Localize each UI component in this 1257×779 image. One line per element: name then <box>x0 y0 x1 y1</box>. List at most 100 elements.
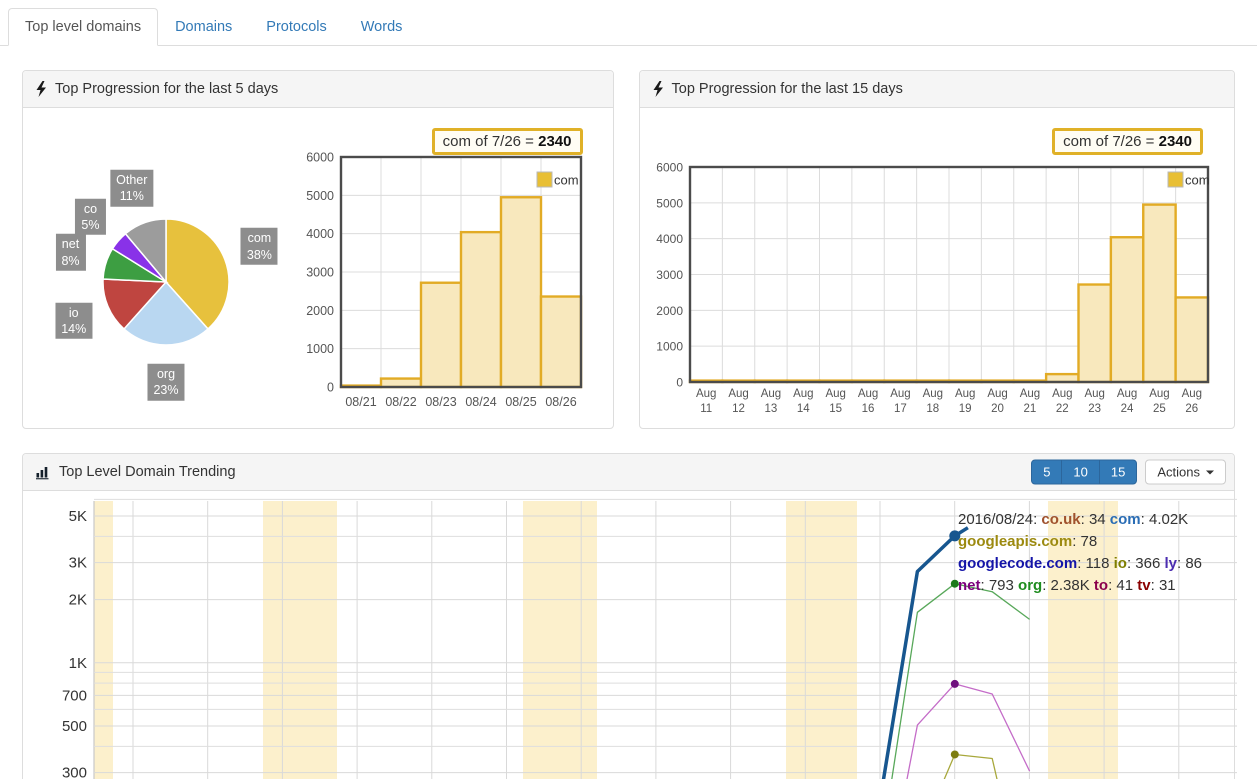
pie-svg <box>102 218 230 346</box>
svg-text:08/25: 08/25 <box>505 395 536 409</box>
svg-text:500: 500 <box>62 718 87 735</box>
svg-text:Aug: Aug <box>890 388 910 400</box>
svg-text:Aug: Aug <box>1052 388 1072 400</box>
svg-text:3000: 3000 <box>656 268 683 282</box>
chart-tooltip-15d: com of 7/26 = 2340 <box>1052 128 1203 155</box>
pie-label-co: co 5% <box>75 198 106 235</box>
tab-bar: Top level domains Domains Protocols Word… <box>0 0 1257 46</box>
trending-title: Top Level Domain Trending <box>59 464 236 480</box>
svg-text:15: 15 <box>829 403 842 415</box>
top-panels-row: Top Progression for the last 5 days com 3… <box>22 70 1235 429</box>
svg-text:Aug: Aug <box>1116 388 1136 400</box>
svg-text:Aug: Aug <box>1149 388 1169 400</box>
pie-label-com: com 38% <box>240 228 278 265</box>
svg-text:com: com <box>1185 173 1210 188</box>
range-button-group: 5 10 15 <box>1031 459 1138 485</box>
svg-text:Aug: Aug <box>760 388 780 400</box>
svg-text:Aug: Aug <box>793 388 813 400</box>
svg-text:19: 19 <box>958 403 971 415</box>
svg-text:08/23: 08/23 <box>425 395 456 409</box>
svg-text:3000: 3000 <box>306 266 334 280</box>
svg-text:2000: 2000 <box>306 304 334 318</box>
range-button-10[interactable]: 10 <box>1061 459 1100 485</box>
panel-progression-15d: Top Progression for the last 15 days 0 10… <box>638 70 1235 429</box>
pie-label-net: net 8% <box>55 234 86 271</box>
svg-text:Aug: Aug <box>954 388 974 400</box>
svg-text:Aug: Aug <box>1084 388 1104 400</box>
tab-words[interactable]: Words <box>360 19 403 35</box>
svg-text:Aug: Aug <box>922 388 942 400</box>
svg-text:Aug: Aug <box>695 388 715 400</box>
svg-text:16: 16 <box>861 403 874 415</box>
panel-15d-header: Top Progression for the last 15 days <box>639 71 1234 108</box>
trending-hover-line: net: 793 org: 2.38K to: 41 tv: 31 <box>958 577 1176 594</box>
svg-text:14: 14 <box>796 403 809 415</box>
actions-dropdown-button[interactable]: Actions <box>1145 459 1226 485</box>
svg-text:23: 23 <box>1088 403 1101 415</box>
trending-hover-line: 2016/08/24: co.uk: 34 com: 4.02K <box>958 511 1188 528</box>
svg-text:13: 13 <box>764 403 777 415</box>
svg-text:700: 700 <box>62 687 87 704</box>
pie-label-Other: Other 11% <box>110 169 154 207</box>
tooltip-15d-label: com of 7/26 = <box>1063 133 1159 150</box>
bolt-icon <box>653 81 663 97</box>
svg-text:08/24: 08/24 <box>465 395 496 409</box>
svg-text:20: 20 <box>991 403 1004 415</box>
svg-text:5000: 5000 <box>656 196 683 210</box>
caret-down-icon <box>1206 470 1214 474</box>
svg-text:21: 21 <box>1023 403 1036 415</box>
svg-text:Aug: Aug <box>728 388 748 400</box>
bar-chart-15d: 0 1000 2000 3000 4000 5000 6000 Aug 11 Aug 12 Aug 13… <box>656 161 1210 416</box>
svg-text:4000: 4000 <box>306 227 334 241</box>
trending-hover-line: googleapis.com: 78 <box>958 533 1097 550</box>
trending-body: 5K 3K 2K 1K 700 500 300 2016/08/24: co.uk: 34 c… <box>23 491 1237 779</box>
trending-controls: 5 10 15 Actions <box>1031 459 1226 485</box>
tab-domains[interactable]: Domains <box>175 19 233 35</box>
svg-text:25: 25 <box>1153 403 1166 415</box>
svg-text:18: 18 <box>926 403 939 415</box>
tooltip-5d-value: 2340 <box>538 133 572 150</box>
svg-text:4000: 4000 <box>656 232 683 246</box>
svg-text:Aug: Aug <box>825 388 845 400</box>
svg-text:6000: 6000 <box>656 161 683 175</box>
panel-15d-body: 0 1000 2000 3000 4000 5000 6000 Aug 11 Aug 12 Aug 13… <box>640 108 1235 428</box>
svg-text:2K: 2K <box>69 592 87 609</box>
svg-text:08/26: 08/26 <box>545 395 576 409</box>
trending-header: Top Level Domain Trending 5 10 15 Action… <box>23 454 1234 491</box>
bar-chart-icon <box>36 466 49 479</box>
svg-text:6000: 6000 <box>306 151 334 165</box>
svg-text:1000: 1000 <box>656 340 683 354</box>
svg-text:26: 26 <box>1185 403 1198 415</box>
chart-tooltip-5d: com of 7/26 = 2340 <box>431 128 583 155</box>
svg-text:300: 300 <box>62 765 87 779</box>
svg-text:08/21: 08/21 <box>345 395 376 409</box>
panel-15d-title: Top Progression for the last 15 days <box>671 81 903 97</box>
tab-protocols[interactable]: Protocols <box>266 19 327 35</box>
range-button-15[interactable]: 15 <box>1098 459 1138 485</box>
tooltip-15d-value: 2340 <box>1158 133 1192 150</box>
svg-text:12: 12 <box>732 403 745 415</box>
pie-label-org: org 23% <box>147 363 185 401</box>
svg-text:Aug: Aug <box>1019 388 1039 400</box>
actions-label: Actions <box>1157 464 1200 480</box>
panel-5d-body: com 38% org 23% io 14% net 8% co 5% Other 11% 0 1000… <box>23 108 613 428</box>
tab-top-level-domains[interactable]: Top level domains <box>8 8 159 46</box>
trending-hover-line: googlecode.com: 118 io: 366 ly: 86 <box>958 555 1202 572</box>
svg-text:Aug: Aug <box>857 388 877 400</box>
svg-text:11: 11 <box>700 403 712 415</box>
svg-text:Aug: Aug <box>1181 388 1201 400</box>
range-button-5[interactable]: 5 <box>1031 459 1063 485</box>
svg-text:5000: 5000 <box>306 189 334 203</box>
svg-text:24: 24 <box>1120 403 1133 415</box>
svg-text:Aug: Aug <box>987 388 1007 400</box>
svg-text:5K: 5K <box>69 508 87 525</box>
panel-tld-trending: Top Level Domain Trending 5 10 15 Action… <box>22 453 1237 779</box>
panel-5d-title: Top Progression for the last 5 days <box>55 81 279 97</box>
svg-text:3K: 3K <box>69 555 87 572</box>
svg-text:1000: 1000 <box>306 342 334 356</box>
svg-text:08/22: 08/22 <box>385 395 416 409</box>
tooltip-5d-label: com of 7/26 = <box>442 133 539 150</box>
bolt-icon <box>36 81 46 97</box>
svg-text:0: 0 <box>327 381 334 395</box>
